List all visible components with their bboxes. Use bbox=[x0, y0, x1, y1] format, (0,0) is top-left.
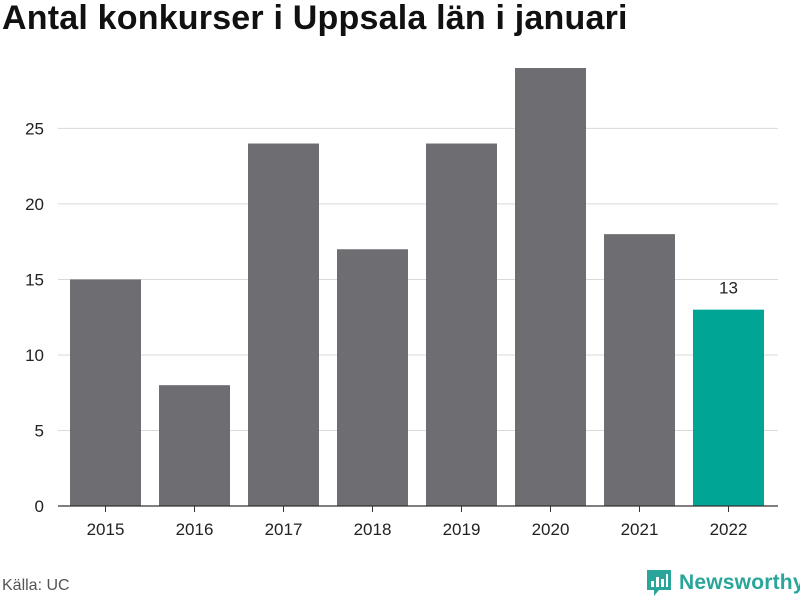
x-tick-label: 2019 bbox=[443, 520, 481, 539]
data-labels: 13 bbox=[719, 279, 738, 298]
y-tick-label: 0 bbox=[35, 497, 44, 516]
bar-2015 bbox=[70, 279, 141, 506]
x-tick-label: 2017 bbox=[265, 520, 303, 539]
x-tick-label: 2021 bbox=[621, 520, 659, 539]
y-tick-label: 20 bbox=[25, 195, 44, 214]
bar-2017 bbox=[248, 143, 319, 506]
bar-2016 bbox=[159, 385, 230, 506]
brand: Newsworthy bbox=[645, 568, 800, 598]
y-tick-label: 25 bbox=[25, 119, 44, 138]
bar-2021 bbox=[604, 234, 675, 506]
y-tick-label: 5 bbox=[35, 421, 44, 440]
x-tick-label: 2016 bbox=[176, 520, 214, 539]
source-note: Källa: UC bbox=[2, 577, 70, 594]
bars bbox=[70, 68, 764, 506]
chart-title: Antal konkurser i Uppsala län i januari bbox=[2, 0, 628, 37]
newsworthy-logo-icon bbox=[647, 570, 671, 596]
bar-2019 bbox=[426, 143, 497, 506]
x-tick-label: 2015 bbox=[87, 520, 125, 539]
data-label: 13 bbox=[719, 279, 738, 298]
x-tick-label: 2020 bbox=[532, 520, 570, 539]
bar-2018 bbox=[337, 249, 408, 506]
brand-name: Newsworthy bbox=[679, 571, 800, 594]
y-tick-label: 15 bbox=[25, 270, 44, 289]
bar-2020 bbox=[515, 68, 586, 506]
x-tick-label: 2022 bbox=[710, 520, 748, 539]
y-tick-label: 10 bbox=[25, 346, 44, 365]
bar-2022 bbox=[693, 309, 764, 506]
axes: 0 5 10 15 20 25 2015 2016 2017 2018 2019 2020 2021 20… bbox=[25, 119, 778, 539]
x-tick-label: 2018 bbox=[354, 520, 392, 539]
bar-chart: 13 0 5 10 15 20 25 2015 2016 2017 2018 2019 2020 202… bbox=[25, 68, 778, 539]
